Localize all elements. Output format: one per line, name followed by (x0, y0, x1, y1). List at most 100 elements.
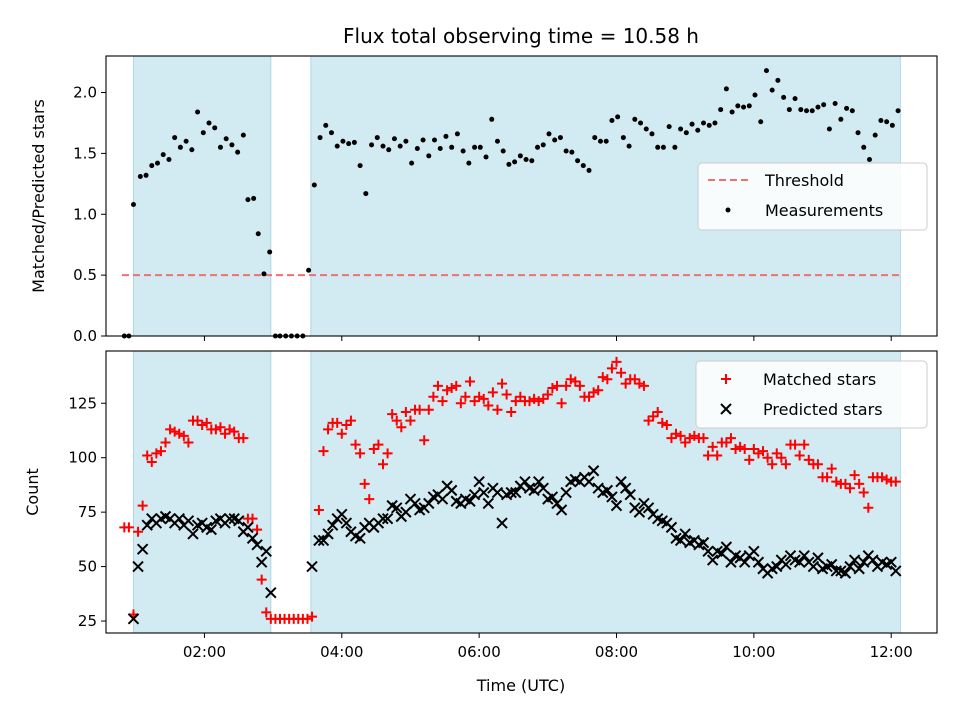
measurement-point (626, 143, 632, 149)
measurement-point (251, 195, 257, 201)
measurement-point (311, 182, 317, 188)
matched-star-point (776, 452, 787, 463)
matched-star-point (634, 378, 645, 389)
measurement-point (844, 105, 850, 111)
measurement-point (363, 191, 369, 197)
predicted-star-point (336, 508, 348, 521)
measurement-point (155, 160, 161, 166)
predicted-star-point (537, 482, 549, 494)
measurement-point (351, 139, 357, 145)
matched-star-point (606, 363, 617, 374)
predicted-star-point (409, 497, 421, 510)
predicted-star-point (748, 545, 760, 558)
measurement-point (466, 160, 472, 166)
measurement-point (443, 133, 449, 139)
predicted-star-point (697, 536, 710, 549)
matched-star-point (313, 504, 324, 515)
predicted-star-point (771, 560, 783, 573)
predicted-star-point (445, 484, 458, 497)
top-x-ticks (203, 336, 892, 341)
matched-star-point (256, 574, 267, 585)
measurement-point (552, 137, 558, 143)
predicted-star-point (182, 515, 195, 527)
measurement-point (235, 149, 241, 155)
matched-star-point (666, 433, 677, 444)
predicted-star-point (601, 484, 614, 497)
matched-star-point (123, 522, 134, 533)
measurement-point (729, 109, 735, 115)
measurement-point (489, 116, 495, 122)
matched-star-point (192, 415, 203, 426)
matched-star-point (460, 391, 471, 402)
measurement-point (655, 144, 661, 150)
top-y-axis-label: Matched/Predicted stars (29, 99, 48, 293)
matched-star-point (455, 398, 466, 409)
predicted-star-point (510, 486, 522, 499)
measurement-point (866, 156, 872, 162)
bottom-y-tick-label: 100 (68, 449, 97, 467)
predicted-star-point (624, 489, 636, 501)
measurement-point (183, 138, 189, 144)
shaded-band (132, 55, 272, 337)
matched-star-point (574, 380, 585, 391)
measurement-point (506, 161, 512, 167)
legend-matched-swatch (721, 374, 731, 384)
predicted-star-point (468, 489, 481, 501)
measurement-point (895, 108, 901, 114)
bottom-x-tick-label: 06:00 (458, 643, 501, 661)
bottom-legend: Matched stars Predicted stars (695, 360, 928, 429)
measurement-point (328, 130, 334, 136)
measurement-point (804, 108, 810, 114)
predicted-star-point (706, 554, 719, 566)
measurement-point (391, 136, 397, 142)
measurement-point (878, 118, 884, 124)
predicted-star-point (505, 486, 517, 499)
shaded-band (132, 350, 272, 634)
bottom-y-tick-label: 50 (78, 558, 97, 576)
legend-measurements-label: Measurements (765, 201, 883, 220)
top-y-tick-label: 0.0 (73, 327, 97, 345)
matched-star-point (368, 443, 379, 454)
predicted-star-point (242, 521, 254, 534)
measurement-point (397, 143, 403, 149)
matched-star-point (780, 459, 791, 470)
matched-star-point (428, 391, 439, 402)
matched-star-point (451, 380, 462, 391)
measurement-point (603, 138, 609, 144)
measurement-point (517, 153, 523, 159)
measurement-point (752, 92, 758, 98)
predicted-star-point (519, 475, 531, 488)
matched-star-point (224, 424, 235, 435)
measurement-point (240, 132, 246, 138)
matched-star-point (165, 424, 176, 435)
legend-matched-label: Matched stars (763, 370, 876, 389)
matched-star-point (533, 396, 544, 407)
measurement-point (255, 231, 261, 237)
predicted-star-point (615, 475, 627, 488)
matched-star-point (261, 607, 272, 618)
predicted-star-point (127, 613, 140, 625)
measurement-point (597, 138, 603, 144)
legend-threshold-label: Threshold (764, 171, 844, 190)
measurement-point (334, 143, 340, 149)
matched-star-point (858, 487, 869, 498)
matched-star-point (359, 478, 370, 489)
matched-star-point (464, 376, 475, 387)
matched-star-point (483, 400, 494, 411)
predicted-star-point (354, 532, 366, 544)
measurement-point (357, 163, 363, 169)
measurement-point (826, 126, 832, 132)
matched-star-point (799, 439, 810, 450)
matched-star-point (318, 446, 329, 457)
matched-star-point (744, 454, 755, 465)
predicted-star-point (830, 565, 842, 577)
matched-star-point (565, 374, 576, 385)
measurement-point (369, 142, 375, 148)
matched-star-point (238, 433, 249, 444)
matched-star-point (620, 378, 631, 389)
measurement-point (678, 126, 684, 132)
matched-star-point (826, 463, 837, 474)
predicted-star-point (528, 484, 540, 497)
measurement-point (735, 103, 741, 109)
measurement-point (792, 96, 798, 102)
